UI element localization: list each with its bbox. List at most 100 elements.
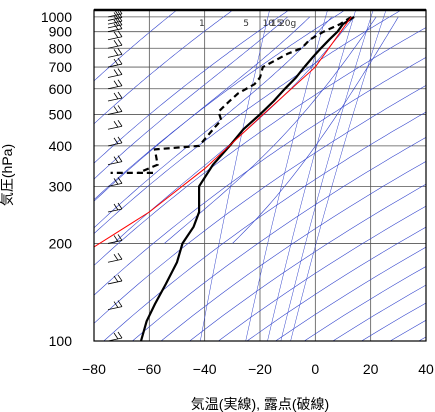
wind-barb-flag	[117, 331, 123, 339]
wind-barb	[107, 253, 123, 263]
wind-barbs	[107, 10, 123, 341]
wind-barb	[107, 91, 123, 102]
sounding-series	[94, 15, 355, 341]
moist-adiabat-line	[94, 16, 311, 202]
wind-barb-staff	[107, 13, 123, 18]
wind-barb-staff	[107, 240, 123, 244]
wind-barb	[107, 234, 123, 244]
wind-barb	[107, 274, 123, 285]
wind-barb-staff	[107, 17, 123, 21]
wind-barb-flag	[117, 68, 123, 75]
wind-barb	[107, 331, 123, 341]
wind-barb-flag	[113, 156, 119, 163]
wind-barb-flag	[113, 92, 119, 100]
wind-barb-flag	[113, 31, 119, 38]
wind-barb-flag	[113, 121, 119, 128]
wind-barb-flag	[113, 80, 119, 87]
wind-barb-flag	[117, 202, 123, 210]
wind-barb	[107, 30, 123, 41]
y-tick-label: 500	[49, 106, 73, 122]
moist-adiabat-line	[232, 16, 399, 244]
wind-barb-flag	[113, 178, 119, 185]
wind-barb-staff	[107, 306, 123, 310]
dry-adiabat-line	[94, 10, 402, 235]
wind-barb-flag	[113, 40, 119, 47]
wind-barb-staff	[107, 161, 123, 166]
x-tick-label: 20	[363, 361, 379, 377]
dry-adiabats	[94, 10, 426, 341]
x-tick-label: −40	[193, 361, 217, 377]
y-tick-label: 600	[49, 81, 73, 97]
x-tick-label: −20	[248, 361, 272, 377]
wind-barb-flag	[113, 137, 119, 145]
wind-barb	[107, 22, 123, 33]
y-tick-label: 700	[49, 59, 73, 75]
dry-adiabat-line	[94, 10, 290, 164]
wind-barb-flag	[113, 23, 119, 30]
wind-barb-staff	[107, 44, 123, 49]
x-tick-label: 0	[311, 361, 319, 377]
wind-barb-flag	[113, 301, 119, 308]
y-axis-label: 気圧(hPa)	[0, 144, 15, 206]
x-tick-label: −80	[82, 361, 106, 377]
mixing-ratio-label: 5	[243, 19, 249, 29]
y-tick-label: 400	[49, 138, 73, 154]
wind-barb-flag	[113, 69, 119, 76]
wind-barb-flag	[113, 275, 119, 283]
dry-adiabat-line	[94, 10, 177, 82]
mixing-ratio-label: 10	[263, 19, 275, 29]
wind-barb-staff	[107, 24, 123, 29]
wind-barb-flag	[117, 234, 123, 241]
wind-barb-flag	[113, 332, 119, 340]
x-axis-ticks: −80 −60 −40 −20 0 20 40	[82, 361, 434, 377]
wind-barb	[107, 120, 123, 130]
wind-barb	[107, 136, 123, 147]
wind-barb-flag	[117, 253, 123, 260]
y-tick-label: 1000	[41, 9, 72, 25]
wind-barb-flag	[113, 106, 119, 113]
dry-adiabat-line	[390, 319, 426, 341]
parcel-path-line	[94, 16, 352, 248]
wind-barb-staff	[107, 280, 123, 285]
wind-barb	[107, 202, 123, 213]
mixing-ratio-label: 20g	[279, 19, 296, 29]
dry-adiabat-line	[418, 336, 426, 341]
wind-barb	[107, 48, 123, 58]
wind-barb-flag	[114, 10, 119, 16]
wind-barb-staff	[107, 125, 123, 130]
dry-adiabat-line	[94, 10, 346, 201]
x-tick-label: 40	[418, 361, 434, 377]
dry-adiabat-line	[94, 57, 426, 296]
wind-barb-staff	[107, 182, 123, 187]
wind-barb-flag	[117, 48, 123, 55]
wind-barb-flag	[113, 254, 119, 261]
temperature-line	[139, 15, 355, 341]
wind-barb-flag	[117, 22, 123, 29]
dry-adiabat-line	[94, 10, 234, 125]
wind-barb-staff	[107, 111, 123, 115]
wind-barb-flag	[117, 30, 123, 37]
wind-barb-staff	[107, 142, 123, 147]
wind-barb-staff	[107, 208, 123, 213]
x-axis-label: 気温(実線), 露点(破線)	[191, 396, 329, 412]
mixing-ratio-line	[280, 10, 374, 341]
moist-adiabats	[94, 16, 399, 244]
mixing-ratio-line	[290, 10, 387, 341]
moist-adiabat-line	[164, 16, 377, 244]
y-tick-label: 100	[49, 333, 73, 349]
dry-adiabat-line	[332, 284, 426, 341]
dry-adiabat-line	[275, 246, 426, 341]
y-tick-label: 900	[49, 24, 73, 40]
wind-barb-flag	[117, 274, 123, 282]
dry-adiabat-line	[218, 205, 426, 341]
wind-barb-staff	[107, 74, 123, 78]
mixing-ratio-label: 15	[271, 19, 282, 29]
wind-barb-flag	[117, 39, 123, 46]
wind-barb	[107, 105, 123, 115]
wind-barb	[107, 79, 123, 90]
wind-barb-flag	[117, 91, 123, 99]
wind-barb-flag	[113, 58, 119, 66]
